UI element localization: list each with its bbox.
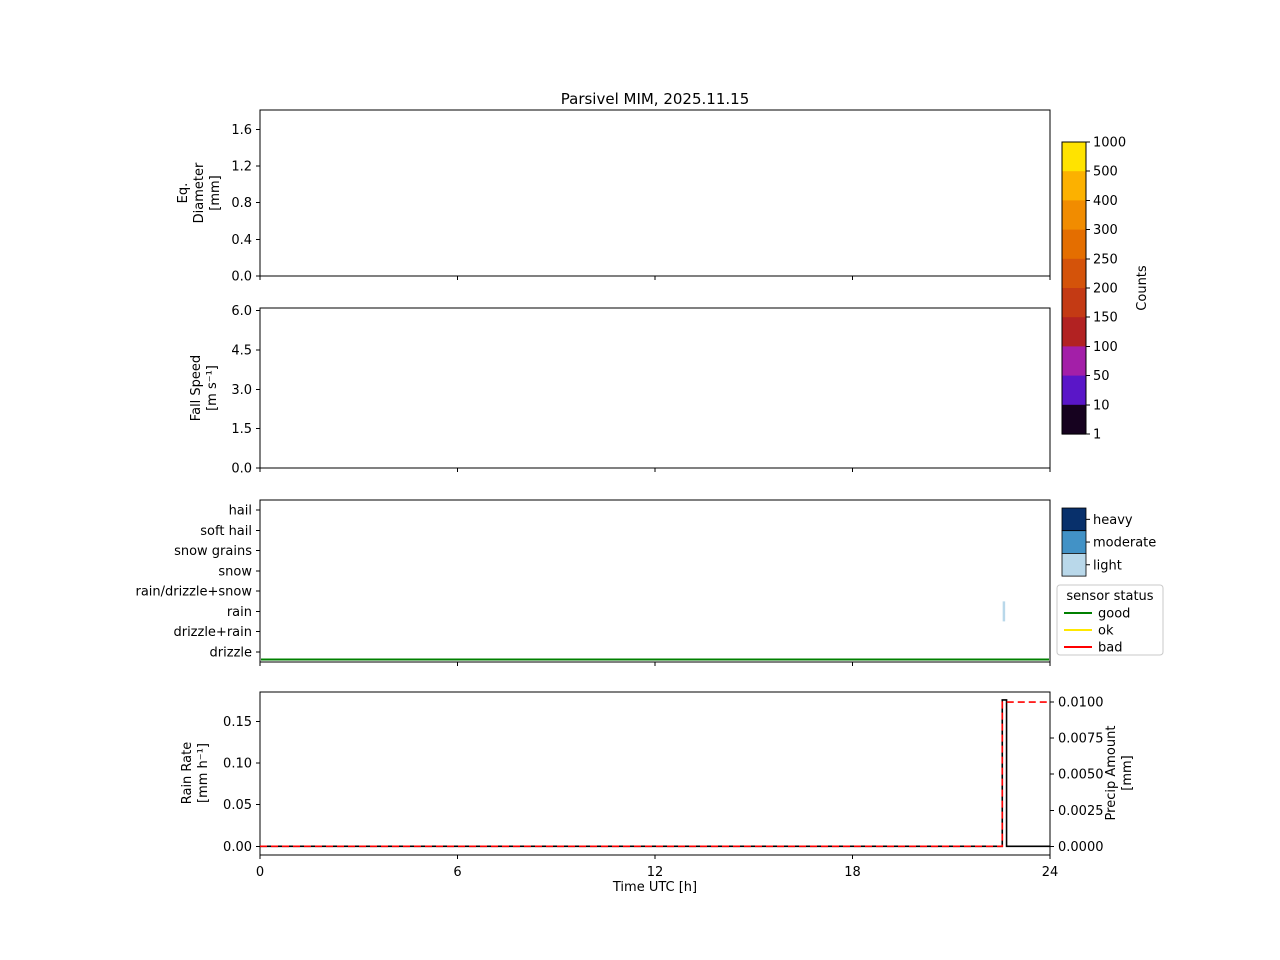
y-tick-label-right: 0.0100 xyxy=(1058,696,1104,711)
colorbar-segment xyxy=(1062,171,1086,201)
category-label: soft hail xyxy=(200,524,252,539)
y-tick-label: 0.0 xyxy=(231,462,252,477)
series-rain_rate xyxy=(260,699,1050,848)
y-tick-label: 0.05 xyxy=(223,798,252,813)
colorbar-segment xyxy=(1062,346,1086,377)
sensor-legend-label: ok xyxy=(1098,624,1114,639)
intensity-swatch-light xyxy=(1061,553,1087,577)
colorbar-tick-label: 500 xyxy=(1093,165,1118,180)
category-label: hail xyxy=(229,504,252,519)
colorbar-tick-label: 200 xyxy=(1093,282,1118,297)
colorbar-segment xyxy=(1062,258,1086,289)
intensity-label: moderate xyxy=(1093,536,1156,551)
category-label: rain xyxy=(227,605,252,620)
fall_speed-frame xyxy=(259,307,1051,469)
intensity-label: light xyxy=(1093,558,1122,573)
colorbar-segment xyxy=(1062,229,1086,260)
category-label: drizzle xyxy=(210,645,252,660)
figure-title: Parsivel MIM, 2025.11.15 xyxy=(560,90,750,108)
category-label: rain/drizzle+snow xyxy=(136,585,253,600)
colorbar-tick-label: 10 xyxy=(1093,398,1110,413)
colorbar-segment xyxy=(1062,317,1086,347)
y-tick-label: 0.10 xyxy=(223,757,252,772)
precip_type-frame xyxy=(259,499,1051,663)
colorbar-segment xyxy=(1062,288,1086,318)
y-tick-label: 0.8 xyxy=(231,196,252,211)
colorbar-tick-label: 300 xyxy=(1093,223,1118,238)
colorbar-tick-label: 400 xyxy=(1093,194,1118,209)
colorbar-tick-label: 50 xyxy=(1093,369,1110,384)
colorbar-segment xyxy=(1062,404,1086,435)
y-tick-label: 6.0 xyxy=(231,304,252,319)
colorbar-tick-label: 1000 xyxy=(1093,136,1126,151)
y-tick-label: 0.15 xyxy=(223,715,252,730)
y-tick-label: 3.0 xyxy=(231,383,252,398)
category-label: snow grains xyxy=(174,544,252,559)
y-tick-label: 1.6 xyxy=(231,123,252,138)
sensor-legend-title: sensor status xyxy=(1066,589,1153,604)
colorbar-tick-label: 150 xyxy=(1093,311,1118,326)
sensor-legend-box xyxy=(1056,584,1164,656)
intensity-label: heavy xyxy=(1093,513,1133,528)
x-tick-label: 6 xyxy=(453,865,461,880)
category-label: snow xyxy=(218,564,252,579)
x-tick-label: 0 xyxy=(256,865,264,880)
colorbar-segment xyxy=(1062,142,1086,172)
intensity-swatch-heavy xyxy=(1061,507,1087,532)
colorbar-segment xyxy=(1062,375,1086,406)
series-precip_amount xyxy=(260,701,1050,848)
y-tick-label-right: 0.0050 xyxy=(1058,768,1104,783)
colorbar-tick-label: 250 xyxy=(1093,252,1118,267)
y-tick-label: 4.5 xyxy=(231,343,252,358)
y-tick-label: 1.2 xyxy=(231,159,252,174)
colorbar-tick-label: 1 xyxy=(1093,428,1101,443)
y-tick-label-right: 0.0025 xyxy=(1058,804,1104,819)
y-tick-label: 0.00 xyxy=(223,840,252,855)
x-tick-label: 18 xyxy=(844,865,861,880)
y-tick-label: 1.5 xyxy=(231,422,252,437)
x-axis-label: Time UTC [h] xyxy=(612,880,698,895)
y-tick-label: 0.4 xyxy=(231,233,252,248)
sensor-legend-label: bad xyxy=(1098,641,1122,656)
y-tick-label: 0.0 xyxy=(231,270,252,285)
y-tick-label-right: 0.0075 xyxy=(1058,732,1104,747)
x-tick-label: 12 xyxy=(647,865,664,880)
y-tick-label-right: 0.0000 xyxy=(1058,840,1104,855)
intensity-swatch-moderate xyxy=(1061,530,1087,554)
x-tick-label: 24 xyxy=(1042,865,1059,880)
rain-frame xyxy=(259,691,1051,856)
sensor-legend-label: good xyxy=(1098,607,1130,622)
colorbar-segment xyxy=(1062,200,1086,231)
colorbar-tick-label: 100 xyxy=(1093,340,1118,355)
category-label: drizzle+rain xyxy=(173,625,252,640)
eq_diameter-frame xyxy=(259,109,1051,277)
